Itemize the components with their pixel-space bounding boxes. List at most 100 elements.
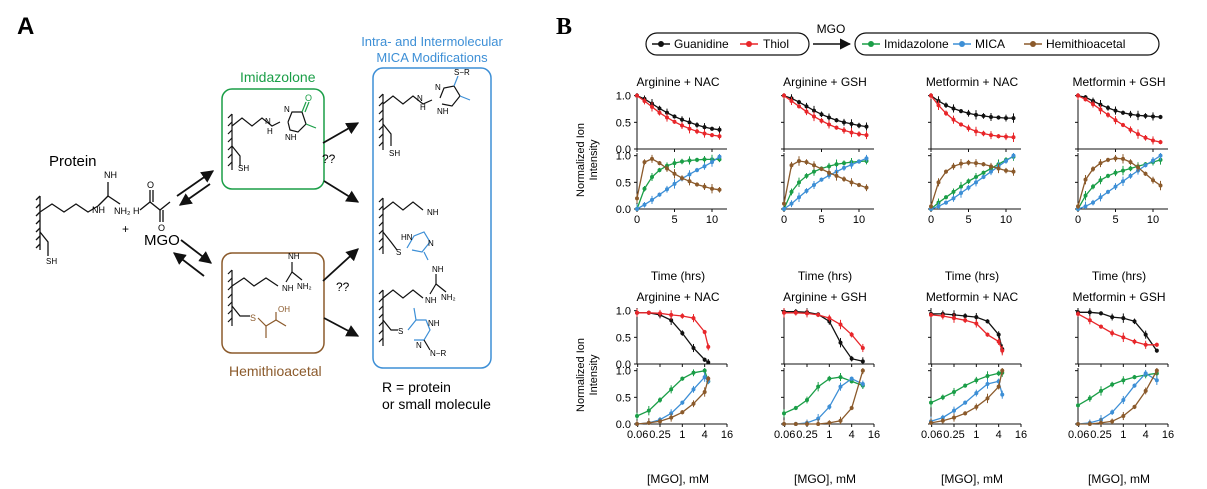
plot-15-mica-point [1000, 392, 1005, 397]
plot-9-guanidine-point [706, 360, 711, 365]
plot-2-guanidine-point [797, 100, 801, 105]
plot-3-guanidine-point [989, 115, 993, 119]
plot-6-imidazolone-point [804, 173, 809, 178]
plot-13-imidazolone-point [702, 368, 707, 373]
imid-h: H [267, 127, 273, 136]
plot-8-mica-point [1083, 204, 1088, 209]
plot-13-hemithioacetal-point [706, 376, 711, 381]
plot-15-x-tick-label: 1 [973, 429, 979, 441]
plot-10-thiol-point [849, 332, 854, 337]
plot-15-x-tick-label: 16 [1015, 429, 1027, 441]
plot-8-x-tick-label: 5 [1112, 214, 1118, 226]
plot-3-guanidine-point [951, 106, 956, 111]
panel-b: B Guanidine Thiol MGO Imidazolone MICA H… [556, 14, 1174, 486]
plot-6-hemithioacetal-point [804, 160, 809, 165]
mgo-structure [139, 190, 171, 222]
plot-15-mica-point [974, 391, 979, 396]
plot-5-mica-point [642, 202, 647, 207]
ylabel-top-line1: Normalized Ion [575, 123, 587, 197]
plot-12-guanidine-point [1098, 311, 1103, 316]
plot-7-mica-point [1004, 159, 1008, 163]
plot-3-guanidine-point [996, 115, 1001, 120]
plot-8-mica-point [1113, 184, 1118, 189]
plot-16-mica-point [1154, 378, 1159, 383]
plot-5-hemithioacetal-point [695, 182, 699, 187]
plot-3-guanidine-point [1004, 116, 1008, 121]
r-definition-line2: or small molecule [382, 396, 491, 412]
plot-5-hemithioacetal-point [642, 160, 647, 165]
plot-7-hemithioacetal-point [974, 161, 978, 166]
plot-3-thiol-point [1011, 135, 1016, 140]
plot-2-thiol-point [812, 114, 816, 119]
legend-arrow-label: MGO [817, 22, 846, 36]
plot-4-thiol-point [1128, 127, 1133, 132]
plot-11-thiol-point [1000, 348, 1005, 353]
hemi-s: S [250, 313, 256, 323]
plot-13-x-tick-label: 0.25 [649, 429, 670, 441]
plot-2-guanidine-point [857, 123, 861, 128]
xlabel-mgo-3: [MGO], mM [941, 472, 1003, 486]
plot-7-x-tick-label: 5 [965, 214, 971, 226]
plot-2-guanidine-point [827, 115, 831, 120]
plot-14-imidazolone-point [838, 375, 843, 380]
plot-6-imidazolone-point [842, 161, 846, 166]
plus-sign: + [122, 222, 129, 236]
plot-8-hemithioacetal-point [1098, 161, 1103, 166]
plot-4-thiol-point [1143, 135, 1148, 140]
plot-1-guanidine-point [702, 125, 707, 130]
plot-13-hemithioacetal-point [669, 415, 674, 420]
plot-11-thiol-point [985, 332, 990, 337]
mica3-n-r: N−R [430, 349, 446, 358]
plot-5-mica-point [657, 192, 662, 197]
plot-6-hemithioacetal-point [834, 173, 839, 178]
plot-13-hemithioacetal-point [680, 410, 685, 415]
plot-8-hemithioacetal-point [1151, 178, 1155, 183]
hemi-oh: OH [278, 305, 290, 314]
mica1-s-r: S−R [454, 68, 470, 77]
plot-1-guanidine-point [687, 120, 692, 125]
plot-8-mica-point [1143, 163, 1148, 168]
plot-16-mica-point [1121, 398, 1126, 402]
plot-6-imidazolone-point [834, 162, 839, 167]
plot-7-hemithioacetal-point [951, 164, 956, 169]
plot-8-imidazolone-point [1083, 193, 1088, 198]
xlabel-time-3: Time (hrs) [945, 269, 999, 283]
xlabel-mgo-4: [MGO], mM [1088, 472, 1150, 486]
legend-marker-imidazolone [868, 41, 874, 47]
mica1-nh: NH [437, 107, 449, 116]
plot-16-hemithioacetal-point [1154, 368, 1159, 373]
hemithioacetal-box [221, 252, 325, 354]
plot-6-imidazolone-point [797, 180, 801, 185]
plot-5-imidazolone-point [657, 168, 662, 173]
plot-3-guanidine-line [930, 95, 1014, 119]
imid-n2: N [284, 105, 290, 114]
plot-1-guanidine-line [636, 95, 720, 131]
plot-9-thiol-line [637, 312, 709, 348]
mica-structure-2 [378, 197, 431, 261]
plot-8-hemithioacetal-point [1158, 183, 1163, 188]
plot-3-guanidine-point [981, 113, 986, 118]
plot-5-hemithioacetal-point [687, 179, 692, 184]
plot-8-hemithioacetal-point [1136, 165, 1140, 170]
imid-sh: SH [238, 164, 249, 173]
plot-16-x-tick-label: 0.06 [1068, 429, 1089, 441]
mica1-nh-left: H [420, 103, 426, 112]
plot-5-hemithioacetal-point [702, 184, 707, 189]
plot-10-guanidine-point [838, 340, 843, 345]
plot-4-thiol-point [1076, 93, 1080, 98]
plot-13-x-tick-label: 4 [702, 429, 708, 441]
plot-7-imidazolone-point [974, 175, 978, 179]
plot-7-mica-point [974, 180, 978, 185]
plot-5-imidazolone-point [642, 186, 647, 191]
plot-12-thiol-point [1087, 318, 1092, 323]
plot-5-hemithioacetal-point [717, 187, 722, 192]
plot-16-imidazolone-point [1110, 382, 1115, 387]
plot-6-x-tick-label: 10 [853, 214, 865, 226]
plot-15-mica-point [951, 408, 956, 413]
plot-8-imidazolone-point [1113, 170, 1118, 175]
plot-15-hemithioacetal-point [974, 404, 979, 409]
plot-3-thiol-point [944, 111, 948, 116]
plot-2-thiol-point [804, 109, 809, 114]
mica3-s: S [398, 327, 403, 336]
